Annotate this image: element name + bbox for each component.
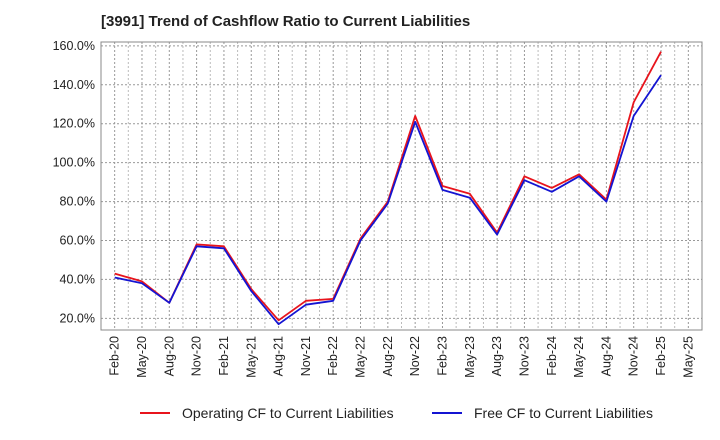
x-tick-label: Aug-20 xyxy=(162,336,176,376)
legend-item-free-cf: Free CF to Current Liabilities xyxy=(432,405,653,421)
x-tick-label: Aug-21 xyxy=(272,336,286,376)
x-tick-label: Feb-22 xyxy=(326,336,340,376)
x-tick-label: Feb-23 xyxy=(435,336,449,376)
x-tick-label: Nov-22 xyxy=(408,336,422,376)
legend-label-operating-cf: Operating CF to Current Liabilities xyxy=(182,405,394,421)
series-line-1 xyxy=(114,74,662,326)
x-tick-label: Feb-24 xyxy=(545,336,559,376)
x-tick-label: Feb-20 xyxy=(108,336,122,376)
x-tick-label: May-24 xyxy=(572,336,586,378)
legend-swatch-free-cf xyxy=(432,412,462,414)
y-tick-label: 80.0% xyxy=(60,195,95,209)
plot-frame xyxy=(100,41,703,331)
series-layer xyxy=(114,51,662,326)
x-tick-label: May-25 xyxy=(681,336,695,378)
x-tick-label: May-20 xyxy=(135,336,149,378)
x-tick-label: Nov-20 xyxy=(190,336,204,376)
x-tick-label: Nov-23 xyxy=(517,336,531,376)
x-tick-label: Aug-22 xyxy=(381,336,395,376)
legend-item-operating-cf: Operating CF to Current Liabilities xyxy=(140,405,394,421)
y-tick-label: 60.0% xyxy=(60,233,95,247)
legend-swatch-operating-cf xyxy=(140,412,170,414)
x-tick-label: Nov-21 xyxy=(299,336,313,376)
x-tick-label: Aug-24 xyxy=(599,336,613,376)
y-tick-label: 120.0% xyxy=(53,117,95,131)
y-tick-label: 160.0% xyxy=(53,39,95,53)
x-tick-label: May-21 xyxy=(244,336,258,378)
y-tick-label: 20.0% xyxy=(60,311,95,325)
x-tick-label: May-22 xyxy=(354,336,368,378)
x-tick-label: Aug-23 xyxy=(490,336,504,376)
x-tick-label: Nov-24 xyxy=(627,336,641,376)
y-tick-label: 40.0% xyxy=(60,272,95,286)
legend: Operating CF to Current Liabilities Free… xyxy=(0,400,720,428)
y-tick-label: 140.0% xyxy=(53,78,95,92)
y-tick-label: 100.0% xyxy=(53,156,95,170)
chart-title: [3991] Trend of Cashflow Ratio to Curren… xyxy=(101,13,471,30)
y-axis-ticks: 20.0% 40.0% 60.0% 80.0% 100.0% 120.0% 140.0% 16… xyxy=(53,39,95,325)
x-tick-label: Feb-25 xyxy=(654,336,668,376)
x-tick-label: Feb-21 xyxy=(217,336,231,376)
x-tick-label: May-23 xyxy=(463,336,477,378)
legend-label-free-cf: Free CF to Current Liabilities xyxy=(474,405,653,421)
x-axis-ticks: Feb-20 May-20 Aug-20 Nov-20 Feb-21 May-21 Aug-… xyxy=(108,336,696,378)
